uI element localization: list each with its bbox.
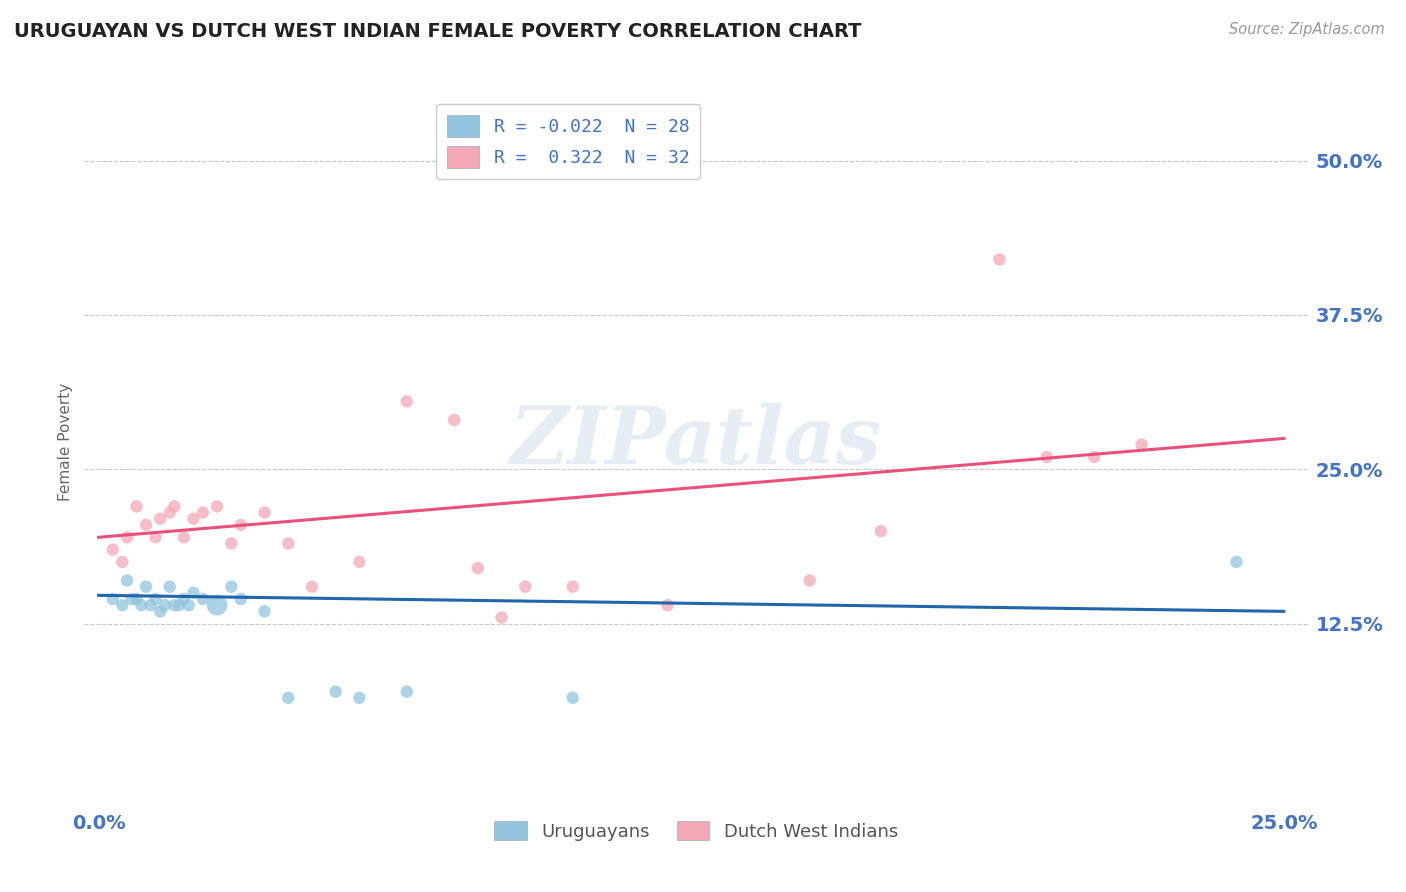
Point — [111, 598, 134, 612]
Point — [349, 555, 371, 569]
Point — [229, 592, 252, 607]
Point — [191, 592, 214, 607]
Point — [173, 530, 195, 544]
Point — [115, 530, 138, 544]
Point — [149, 512, 172, 526]
Point — [125, 592, 148, 607]
Point — [395, 684, 418, 698]
Point — [167, 598, 190, 612]
Point — [145, 592, 167, 607]
Point — [253, 506, 276, 520]
Point — [101, 592, 124, 607]
Point — [561, 690, 583, 705]
Point — [205, 500, 228, 514]
Text: Source: ZipAtlas.com: Source: ZipAtlas.com — [1229, 22, 1385, 37]
Point — [121, 592, 143, 607]
Point — [870, 524, 893, 538]
Point — [135, 580, 157, 594]
Point — [491, 610, 513, 624]
Point — [163, 598, 186, 612]
Point — [183, 586, 205, 600]
Point — [277, 690, 299, 705]
Point — [159, 580, 181, 594]
Point — [1083, 450, 1105, 464]
Point — [221, 580, 243, 594]
Point — [253, 604, 276, 618]
Point — [1225, 555, 1247, 569]
Text: ZIPatlas: ZIPatlas — [510, 403, 882, 480]
Point — [129, 598, 152, 612]
Point — [657, 598, 679, 612]
Point — [277, 536, 299, 550]
Point — [101, 542, 124, 557]
Point — [395, 394, 418, 409]
Point — [145, 530, 167, 544]
Point — [561, 580, 583, 594]
Point — [467, 561, 489, 575]
Point — [301, 580, 323, 594]
Point — [111, 555, 134, 569]
Point — [149, 604, 172, 618]
Point — [159, 506, 181, 520]
Point — [125, 500, 148, 514]
Text: URUGUAYAN VS DUTCH WEST INDIAN FEMALE POVERTY CORRELATION CHART: URUGUAYAN VS DUTCH WEST INDIAN FEMALE PO… — [14, 22, 862, 41]
Point — [139, 598, 162, 612]
Y-axis label: Female Poverty: Female Poverty — [58, 383, 73, 500]
Point — [163, 500, 186, 514]
Point — [229, 517, 252, 532]
Point — [988, 252, 1011, 267]
Point — [443, 413, 465, 427]
Point — [173, 592, 195, 607]
Point — [1130, 437, 1153, 451]
Point — [135, 517, 157, 532]
Point — [1036, 450, 1059, 464]
Point — [183, 512, 205, 526]
Point — [799, 574, 821, 588]
Legend: Uruguayans, Dutch West Indians: Uruguayans, Dutch West Indians — [486, 814, 905, 848]
Point — [515, 580, 537, 594]
Point — [153, 598, 176, 612]
Point — [177, 598, 200, 612]
Point — [325, 684, 347, 698]
Point — [221, 536, 243, 550]
Point — [191, 506, 214, 520]
Point — [205, 598, 228, 612]
Point — [115, 574, 138, 588]
Point — [349, 690, 371, 705]
